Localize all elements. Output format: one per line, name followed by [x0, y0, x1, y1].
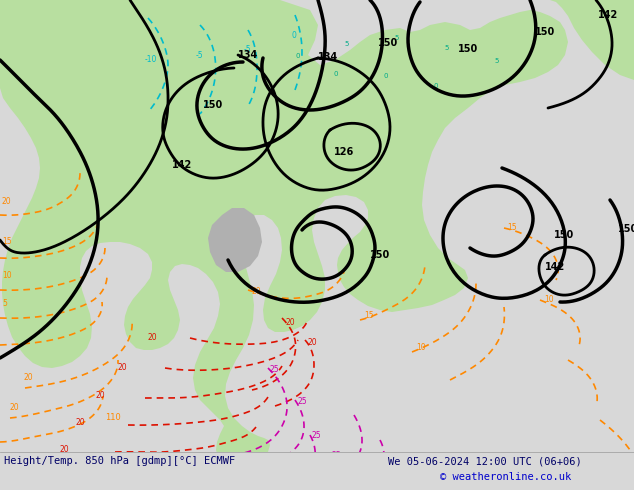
Text: 20: 20 [286, 318, 295, 327]
Text: 5: 5 [444, 45, 448, 51]
Text: 142: 142 [598, 10, 618, 20]
Text: 10: 10 [2, 271, 11, 280]
Text: -5: -5 [244, 45, 252, 54]
Text: 134: 134 [318, 52, 339, 62]
Text: 110: 110 [105, 413, 120, 422]
Text: © weatheronline.co.uk: © weatheronline.co.uk [440, 472, 571, 482]
Text: 15: 15 [364, 311, 373, 320]
Text: 20: 20 [118, 363, 127, 372]
Text: 20: 20 [308, 338, 318, 347]
Text: 20: 20 [2, 197, 11, 206]
Text: 142: 142 [172, 160, 192, 170]
Text: 0: 0 [296, 53, 301, 59]
Text: 25: 25 [297, 397, 307, 406]
Text: 0: 0 [292, 31, 297, 40]
Text: 0: 0 [434, 83, 439, 89]
Bar [0, 452, 634, 490]
Text: 10: 10 [416, 343, 425, 352]
Text: 10: 10 [544, 295, 553, 304]
Polygon shape [0, 0, 568, 466]
Text: 150: 150 [458, 44, 478, 54]
Text: 25: 25 [312, 431, 321, 440]
Text: 150: 150 [203, 100, 223, 110]
Text: -10: -10 [145, 55, 157, 64]
Text: 150: 150 [535, 27, 555, 37]
Text: 126: 126 [334, 147, 354, 157]
Text: 0: 0 [384, 73, 389, 79]
Text: 20: 20 [60, 445, 70, 454]
Text: 25: 25 [332, 451, 342, 460]
Text: 5: 5 [344, 41, 348, 47]
Text: -5: -5 [196, 51, 204, 60]
Text: 20: 20 [76, 418, 86, 427]
Text: 20: 20 [95, 391, 105, 400]
Text: 15: 15 [2, 237, 11, 246]
Text: 25: 25 [270, 365, 280, 374]
Text: 20: 20 [24, 373, 34, 382]
Text: Height/Temp. 850 hPa [gdmp][°C] ECMWF: Height/Temp. 850 hPa [gdmp][°C] ECMWF [4, 456, 235, 466]
Text: We 05-06-2024 12:00 UTC (06+06): We 05-06-2024 12:00 UTC (06+06) [388, 456, 582, 466]
Text: 150: 150 [554, 230, 574, 240]
Text: 15: 15 [507, 223, 517, 232]
Text: 150: 150 [378, 38, 398, 48]
Text: 20: 20 [252, 287, 262, 296]
Text: 5: 5 [394, 35, 398, 41]
Text: 150: 150 [370, 250, 391, 260]
Text: 5: 5 [2, 299, 7, 308]
Text: 142: 142 [545, 262, 566, 272]
Text: 0: 0 [334, 71, 339, 77]
Text: 20: 20 [10, 403, 20, 412]
Polygon shape [550, 0, 634, 80]
Polygon shape [208, 208, 262, 272]
Text: 134: 134 [238, 50, 258, 60]
Text: 20: 20 [148, 333, 158, 342]
Text: 150: 150 [618, 224, 634, 234]
Text: 5: 5 [494, 58, 498, 64]
